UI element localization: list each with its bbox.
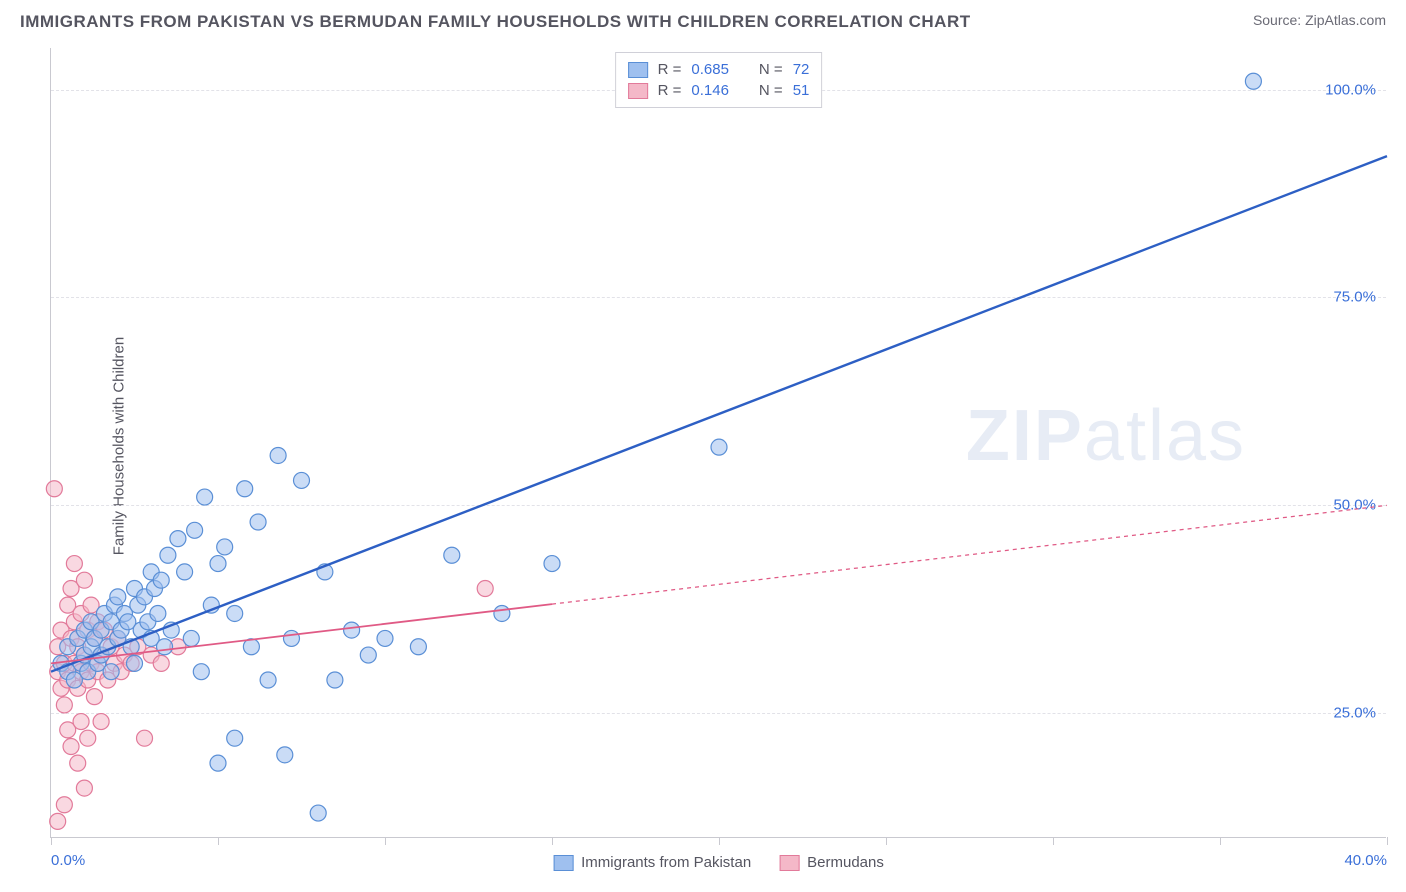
scatter-point <box>76 572 92 588</box>
scatter-point <box>137 730 153 746</box>
scatter-point <box>283 630 299 646</box>
scatter-point <box>277 747 293 763</box>
scatter-point <box>237 481 253 497</box>
header: IMMIGRANTS FROM PAKISTAN VS BERMUDAN FAM… <box>0 0 1406 40</box>
scatter-point <box>50 813 66 829</box>
legend-series-name-1: Bermudans <box>807 854 884 871</box>
scatter-point <box>410 639 426 655</box>
scatter-point <box>360 647 376 663</box>
n-value-1: 51 <box>793 82 810 99</box>
scatter-point <box>227 730 243 746</box>
scatter-point <box>1245 73 1261 89</box>
n-label-0: N = <box>759 61 783 78</box>
n-value-0: 72 <box>793 61 810 78</box>
x-tick <box>51 837 52 845</box>
scatter-point <box>63 739 79 755</box>
scatter-point <box>157 639 173 655</box>
trend-line-extrapolated <box>552 505 1387 604</box>
scatter-point <box>544 556 560 572</box>
scatter-point <box>80 730 96 746</box>
x-tick <box>886 837 887 845</box>
scatter-point <box>327 672 343 688</box>
legend-series: Immigrants from Pakistan Bermudans <box>553 854 884 871</box>
legend-swatch-1 <box>628 83 648 99</box>
scatter-point <box>193 664 209 680</box>
scatter-point <box>711 439 727 455</box>
scatter-point <box>260 672 276 688</box>
scatter-point <box>70 755 86 771</box>
legend-bottom-swatch-1 <box>779 855 799 871</box>
chart-plot-area: ZIPatlas R = 0.685 N = 72 R = 0.146 N = … <box>50 48 1386 838</box>
scatter-point <box>197 489 213 505</box>
scatter-point <box>183 630 199 646</box>
scatter-point <box>210 556 226 572</box>
scatter-point <box>170 531 186 547</box>
r-label-0: R = <box>658 61 682 78</box>
x-tick <box>552 837 553 845</box>
scatter-point <box>344 622 360 638</box>
scatter-point <box>127 655 143 671</box>
source-name: ZipAtlas.com <box>1305 12 1386 28</box>
x-tick-label: 0.0% <box>51 852 85 869</box>
x-tick <box>1387 837 1388 845</box>
trend-line <box>51 156 1387 672</box>
x-tick <box>719 837 720 845</box>
scatter-point <box>153 655 169 671</box>
r-label-1: R = <box>658 82 682 99</box>
scatter-point <box>294 472 310 488</box>
scatter-point <box>310 805 326 821</box>
scatter-point <box>187 522 203 538</box>
legend-series-name-0: Immigrants from Pakistan <box>581 854 751 871</box>
scatter-point <box>56 797 72 813</box>
n-label-1: N = <box>759 82 783 99</box>
scatter-point <box>250 514 266 530</box>
scatter-point <box>76 780 92 796</box>
scatter-svg <box>51 48 1386 837</box>
scatter-point <box>217 539 233 555</box>
legend-bottom-swatch-0 <box>553 855 573 871</box>
scatter-point <box>153 572 169 588</box>
scatter-point <box>150 605 166 621</box>
scatter-point <box>177 564 193 580</box>
r-value-1: 0.146 <box>691 82 729 99</box>
scatter-point <box>110 589 126 605</box>
scatter-point <box>46 481 62 497</box>
scatter-point <box>377 630 393 646</box>
scatter-point <box>210 755 226 771</box>
x-tick <box>1220 837 1221 845</box>
legend-stats-row-0: R = 0.685 N = 72 <box>628 59 810 80</box>
scatter-point <box>270 447 286 463</box>
scatter-point <box>227 605 243 621</box>
r-value-0: 0.685 <box>691 61 729 78</box>
scatter-point <box>160 547 176 563</box>
legend-item-0: Immigrants from Pakistan <box>553 854 751 871</box>
legend-stats-row-1: R = 0.146 N = 51 <box>628 80 810 101</box>
scatter-point <box>56 697 72 713</box>
x-tick-label: 40.0% <box>1344 852 1387 869</box>
legend-stats: R = 0.685 N = 72 R = 0.146 N = 51 <box>615 52 823 108</box>
scatter-point <box>86 689 102 705</box>
scatter-point <box>477 581 493 597</box>
scatter-point <box>66 556 82 572</box>
legend-swatch-0 <box>628 62 648 78</box>
legend-item-1: Bermudans <box>779 854 884 871</box>
scatter-point <box>494 605 510 621</box>
x-tick <box>1053 837 1054 845</box>
source-prefix: Source: <box>1253 12 1305 28</box>
scatter-point <box>444 547 460 563</box>
source-attribution: Source: ZipAtlas.com <box>1253 12 1386 28</box>
scatter-point <box>103 664 119 680</box>
scatter-point <box>93 714 109 730</box>
chart-title: IMMIGRANTS FROM PAKISTAN VS BERMUDAN FAM… <box>20 12 971 32</box>
x-tick <box>385 837 386 845</box>
scatter-point <box>73 714 89 730</box>
x-tick <box>218 837 219 845</box>
